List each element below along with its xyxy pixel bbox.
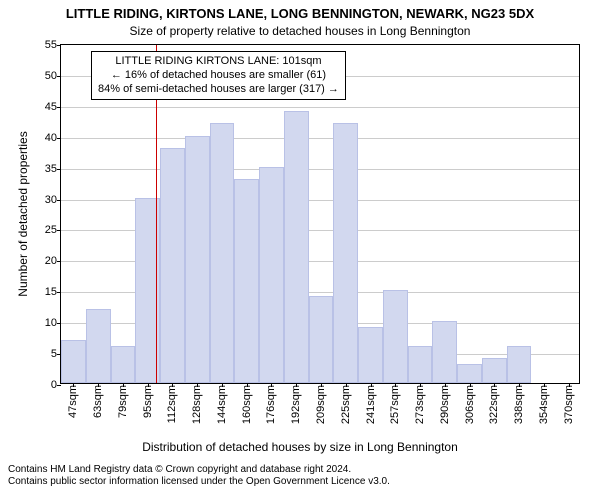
gridline (61, 107, 579, 108)
x-tick-label: 338sqm (513, 383, 525, 424)
annotation-line-3: 84% of semi-detached houses are larger (… (98, 83, 339, 97)
histogram-bar (333, 123, 358, 383)
y-tick-label: 40 (45, 132, 61, 144)
x-tick-label: 370sqm (563, 383, 575, 424)
x-tick-label: 273sqm (414, 383, 426, 424)
plot-area: LITTLE RIDING KIRTONS LANE: 101sqm ← 16%… (60, 44, 580, 384)
x-tick-label: 354sqm (538, 383, 550, 424)
histogram-bar (482, 358, 507, 383)
histogram-bar (160, 148, 185, 383)
x-tick-label: 241sqm (365, 383, 377, 424)
gridline (61, 138, 579, 139)
histogram-bar (111, 346, 136, 383)
y-tick-label: 25 (45, 224, 61, 236)
annotation-line-2: ← 16% of detached houses are smaller (61… (98, 69, 339, 83)
footer: Contains HM Land Registry data © Crown c… (8, 464, 390, 488)
histogram-bar (284, 111, 309, 383)
x-tick-label: 95sqm (142, 383, 154, 418)
histogram-bar (234, 179, 259, 383)
histogram-bar (432, 321, 457, 383)
x-tick-label: 225sqm (340, 383, 352, 424)
x-tick-label: 47sqm (67, 383, 79, 418)
chart-subtitle: Size of property relative to detached ho… (0, 24, 600, 38)
x-tick-label: 209sqm (315, 383, 327, 424)
x-tick-label: 63sqm (92, 383, 104, 418)
y-tick-label: 50 (45, 70, 61, 82)
y-tick-label: 30 (45, 194, 61, 206)
footer-line-2: Contains public sector information licen… (8, 476, 390, 488)
x-tick-label: 160sqm (241, 383, 253, 424)
histogram-bar (61, 340, 86, 383)
histogram-bar (309, 296, 334, 383)
histogram-bar (358, 327, 383, 383)
x-axis-label: Distribution of detached houses by size … (0, 440, 600, 454)
y-tick-label: 15 (45, 286, 61, 298)
histogram-bar (408, 346, 433, 383)
histogram-bar (86, 309, 111, 383)
y-tick-label: 45 (45, 101, 61, 113)
histogram-bar (259, 167, 284, 383)
histogram-bar (185, 136, 210, 383)
x-tick-label: 128sqm (191, 383, 203, 424)
footer-line-1: Contains HM Land Registry data © Crown c… (8, 464, 390, 476)
y-tick-label: 10 (45, 317, 61, 329)
histogram-bar (210, 123, 235, 383)
y-axis-label: Number of detached properties (16, 44, 30, 384)
chart-container: LITTLE RIDING, KIRTONS LANE, LONG BENNIN… (0, 0, 600, 500)
x-tick-label: 192sqm (290, 383, 302, 424)
x-tick-label: 257sqm (389, 383, 401, 424)
histogram-bar (383, 290, 408, 383)
x-tick-label: 144sqm (216, 383, 228, 424)
histogram-bar (507, 346, 532, 383)
y-tick-label: 0 (51, 379, 61, 391)
gridline (61, 169, 579, 170)
y-tick-label: 5 (51, 348, 61, 360)
x-tick-label: 79sqm (117, 383, 129, 418)
annotation-line-1: LITTLE RIDING KIRTONS LANE: 101sqm (98, 55, 339, 69)
y-tick-label: 35 (45, 163, 61, 175)
x-tick-label: 176sqm (265, 383, 277, 424)
chart-title: LITTLE RIDING, KIRTONS LANE, LONG BENNIN… (0, 6, 600, 21)
y-tick-label: 55 (45, 39, 61, 51)
x-tick-label: 306sqm (464, 383, 476, 424)
annotation-box: LITTLE RIDING KIRTONS LANE: 101sqm ← 16%… (91, 51, 346, 100)
y-tick-label: 20 (45, 255, 61, 267)
x-tick-label: 112sqm (166, 383, 178, 423)
histogram-bar (457, 364, 482, 383)
x-tick-label: 322sqm (488, 383, 500, 424)
x-tick-label: 290sqm (439, 383, 451, 424)
